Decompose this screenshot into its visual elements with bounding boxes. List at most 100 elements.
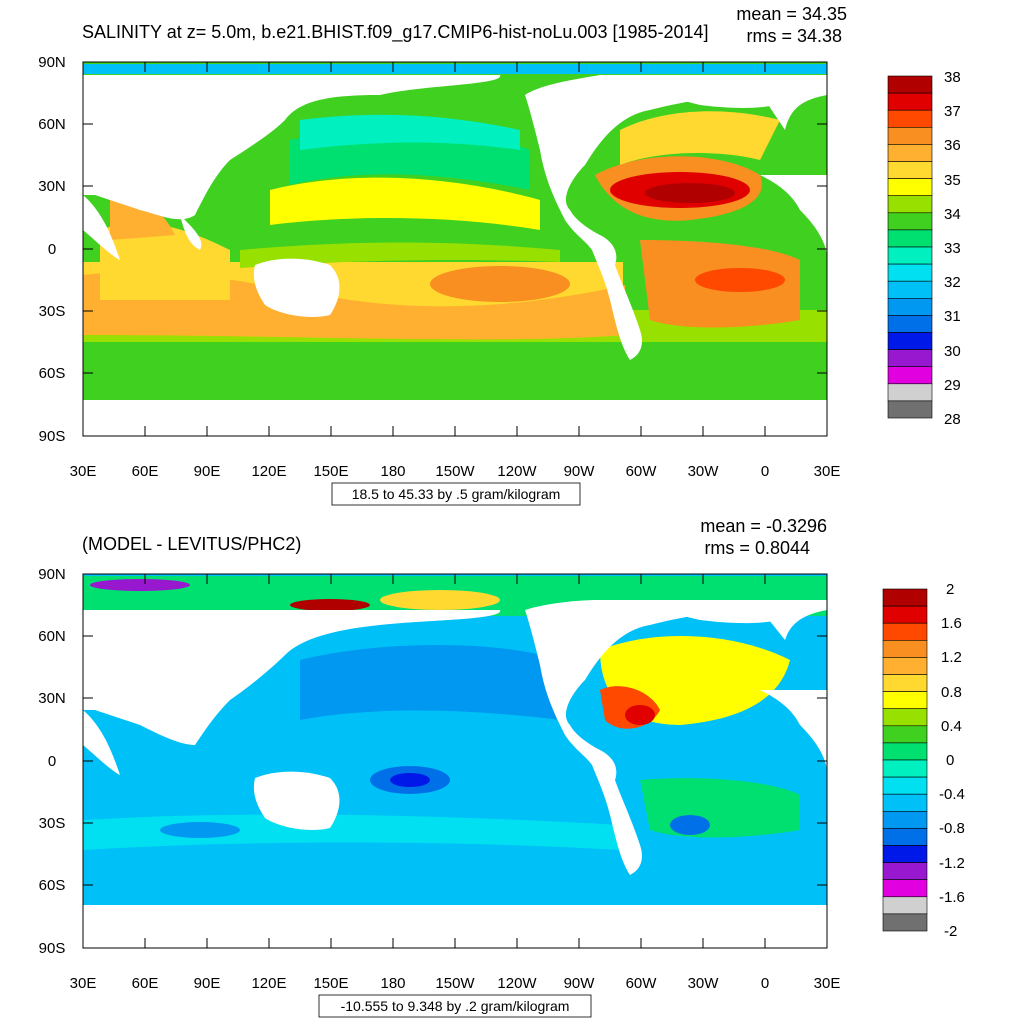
lon-label: 30E bbox=[814, 463, 841, 480]
panel-2-lat-labels: 90N 60N 30N 0 30S 60S 90S bbox=[38, 566, 66, 957]
north-pacific-low bbox=[300, 114, 520, 150]
north-atlantic-subpolar bbox=[620, 111, 780, 165]
panel-2-lon-labels: 30E 60E 90E 120E 150E 180 150W 120W 90W … bbox=[70, 975, 841, 992]
colorbar-swatch bbox=[882, 725, 928, 744]
panel-2-title: (MODEL - LEVITUS/PHC2) bbox=[82, 534, 301, 554]
lon-label: 180 bbox=[380, 975, 405, 992]
colorbar-swatch bbox=[882, 622, 928, 641]
panel-1-mean: mean = 34.35 bbox=[736, 4, 847, 24]
lat-label: 30N bbox=[38, 690, 66, 707]
south-atlantic-max bbox=[695, 268, 785, 292]
north-pacific-band bbox=[270, 177, 540, 230]
colorbar-swatch bbox=[882, 691, 928, 709]
lon-label: 180 bbox=[380, 463, 405, 480]
panel-1-colorbar bbox=[887, 75, 933, 419]
land bbox=[83, 600, 827, 948]
colorbar-swatch bbox=[882, 828, 928, 846]
colorbar-swatch bbox=[887, 109, 933, 128]
colorbar-swatch bbox=[882, 605, 928, 624]
greenland bbox=[650, 83, 800, 108]
colorbar-swatch bbox=[882, 674, 928, 692]
lon-label: 90W bbox=[564, 975, 596, 992]
map-ticks bbox=[82, 61, 828, 437]
colorbar-label: 30 bbox=[944, 343, 961, 360]
colorbar-swatch bbox=[882, 810, 928, 829]
equatorial-pacific bbox=[240, 242, 560, 268]
panel-2-colorbar-labels: 2 1.6 1.2 0.8 0.4 0 -0.4 -0.8 -1.2 -1.6 … bbox=[939, 581, 965, 940]
lon-label: 60E bbox=[132, 463, 159, 480]
colorbar-swatch bbox=[887, 349, 933, 368]
colorbar-swatch bbox=[882, 639, 928, 658]
australia bbox=[253, 258, 340, 317]
colorbar-swatch bbox=[882, 588, 928, 607]
lon-label: 30E bbox=[814, 975, 841, 992]
southern-ocean-band bbox=[83, 340, 827, 400]
colorbar-swatch bbox=[882, 896, 928, 915]
colorbar-swatch bbox=[882, 913, 928, 932]
lon-label: 0 bbox=[761, 975, 769, 992]
colorbar-swatch bbox=[887, 297, 933, 316]
lon-label: 150E bbox=[313, 975, 348, 992]
colorbar-swatch bbox=[887, 127, 933, 145]
colorbar-swatch bbox=[882, 879, 928, 898]
lat-label: 30N bbox=[38, 178, 66, 195]
colorbar-swatch bbox=[882, 708, 928, 727]
colorbar-swatch bbox=[882, 657, 928, 675]
colorbar-label: 29 bbox=[944, 377, 961, 394]
antarctica bbox=[83, 905, 827, 948]
lat-label: 0 bbox=[48, 241, 56, 258]
panel-2-note-box bbox=[318, 994, 592, 1018]
colorbar-swatch bbox=[887, 332, 933, 350]
colorbar-label: 35 bbox=[944, 172, 961, 189]
colorbar-swatch bbox=[882, 862, 928, 880]
panel-difference: (MODEL - LEVITUS/PHC2) mean = -0.3296 rm… bbox=[38, 516, 965, 1018]
colorbar-label: 33 bbox=[944, 240, 961, 257]
panel-2-contour-note: -10.555 to 9.348 by .2 gram/kilogram bbox=[341, 998, 570, 1014]
arctic-negative bbox=[90, 579, 190, 591]
lon-label: 30W bbox=[688, 463, 720, 480]
colorbar-label: 36 bbox=[944, 137, 961, 154]
colorbar-label: -1.6 bbox=[939, 889, 965, 906]
australia bbox=[253, 771, 340, 830]
arctic-strong-positive bbox=[290, 599, 370, 611]
lon-label: 90E bbox=[194, 463, 221, 480]
africa-west bbox=[760, 690, 827, 770]
lon-label: 120W bbox=[497, 975, 537, 992]
lon-label: 120E bbox=[251, 975, 286, 992]
indian-negative bbox=[160, 822, 240, 838]
lon-label: 60W bbox=[626, 463, 658, 480]
colorbar-label: 34 bbox=[944, 206, 961, 223]
lon-label: 150W bbox=[435, 975, 475, 992]
colorbar-swatch bbox=[887, 212, 933, 231]
colorbar-swatch bbox=[887, 75, 933, 94]
colorbar-swatch bbox=[887, 366, 933, 385]
colorbar-label: -1.2 bbox=[939, 855, 965, 872]
map-1 bbox=[82, 61, 828, 437]
greenland bbox=[650, 602, 800, 624]
colorbar-label: 2 bbox=[946, 581, 954, 598]
lat-label: 90S bbox=[39, 428, 66, 445]
colorbar-swatch bbox=[887, 280, 933, 299]
panel-1-title: SALINITY at z= 5.0m, b.e21.BHIST.f09_g17… bbox=[82, 22, 709, 43]
southern-ocean bbox=[83, 840, 827, 900]
colorbar-swatch bbox=[887, 383, 933, 402]
lon-label: 30E bbox=[70, 975, 97, 992]
lon-label: 120W bbox=[497, 463, 537, 480]
south-atlantic bbox=[640, 778, 800, 838]
panel-1-lat-labels: 90N 60N 30N 0 30S 60S 90S bbox=[38, 54, 66, 445]
colorbar-swatch bbox=[887, 263, 933, 282]
africa-east bbox=[83, 195, 120, 260]
lat-label: 60S bbox=[39, 365, 66, 382]
lat-label: 30S bbox=[39, 303, 66, 320]
colorbar-swatch bbox=[887, 246, 933, 265]
lat-label: 60S bbox=[39, 877, 66, 894]
colorbar-label: 32 bbox=[944, 274, 961, 291]
colorbar-swatch bbox=[887, 178, 933, 197]
colorbar-swatch bbox=[887, 229, 933, 248]
colorbar-swatch bbox=[882, 742, 928, 761]
map-2 bbox=[82, 573, 828, 949]
north-atlantic-peak bbox=[645, 183, 735, 203]
lat-label: 60N bbox=[38, 628, 66, 645]
lon-label: 60E bbox=[132, 975, 159, 992]
